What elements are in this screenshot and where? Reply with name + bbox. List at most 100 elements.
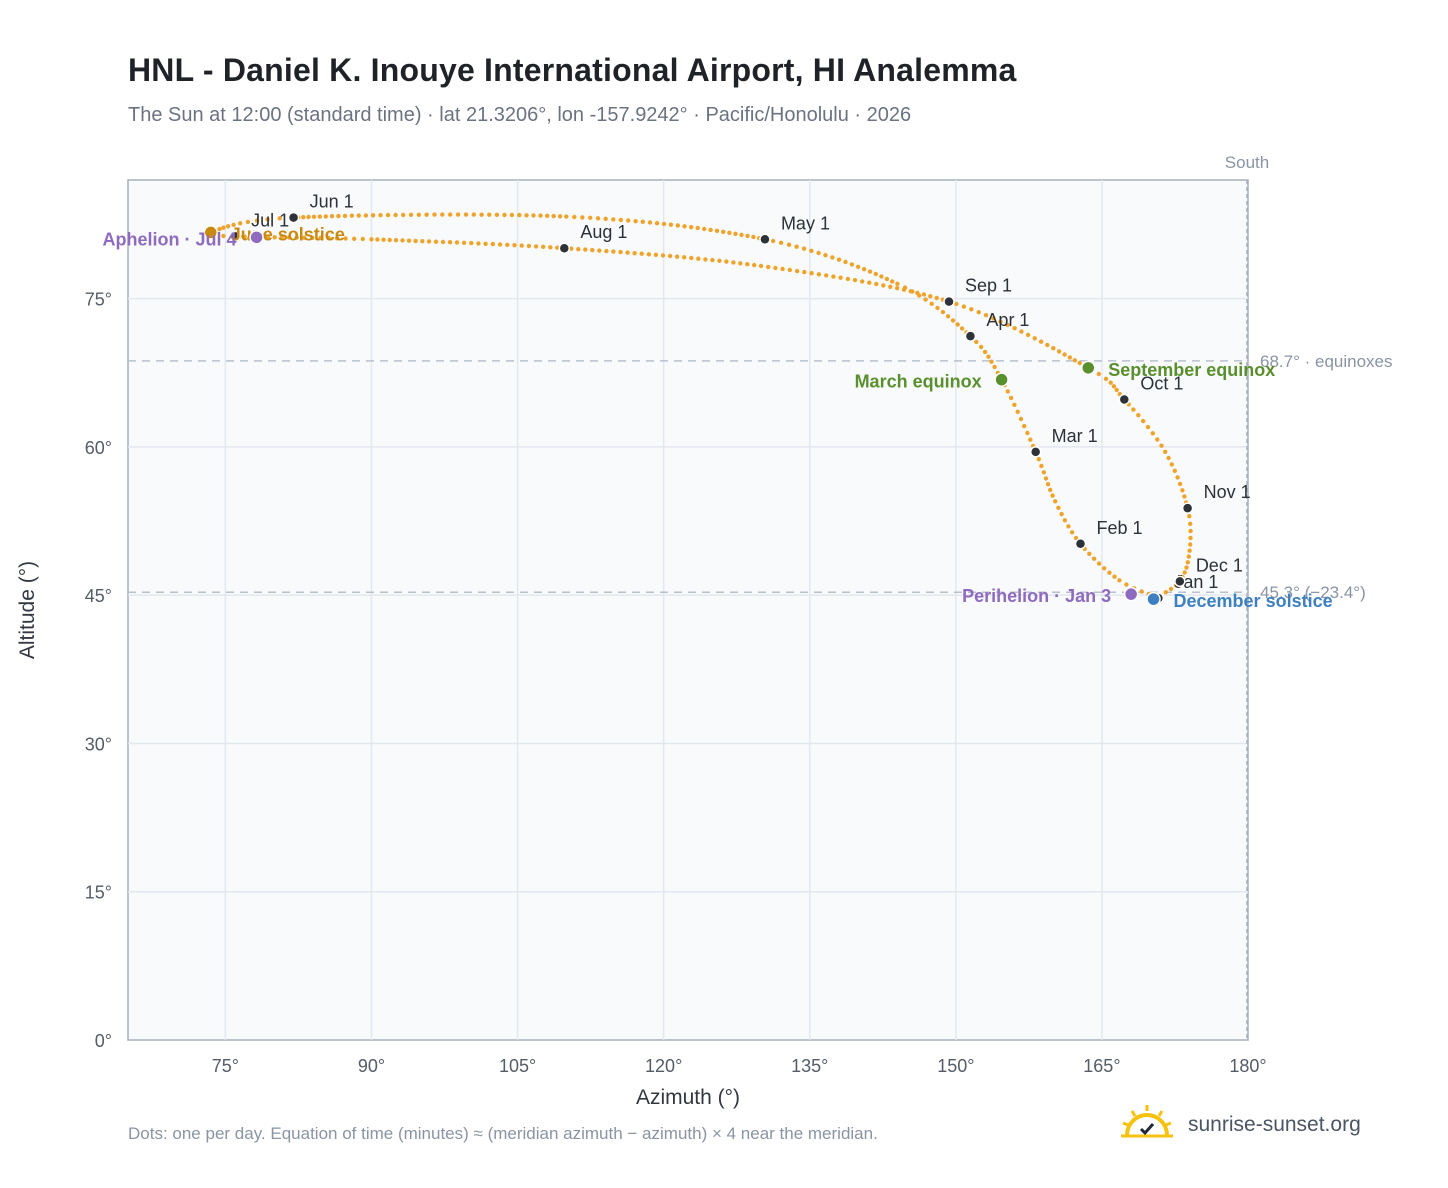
analemma-dot (611, 249, 616, 254)
analemma-dot (1036, 457, 1042, 462)
analemma-dot (254, 218, 260, 223)
analemma-dot (618, 217, 623, 223)
analemma-dot (1188, 535, 1193, 541)
analemma-dot (674, 254, 680, 259)
analemma-dot (342, 213, 348, 219)
chart-subtitle: The Sun at 12:00 (standard time) · lat 2… (128, 104, 912, 126)
analemma-dot (787, 267, 792, 273)
month-marker-dot (558, 242, 571, 254)
analemma-dot (1180, 488, 1185, 493)
month-marker-label: Nov 1 (1204, 482, 1251, 502)
analemma-dot (277, 216, 282, 221)
analemma-dot (505, 242, 510, 247)
x-tick-label: 135° (791, 1056, 828, 1076)
analemma-dot (531, 213, 536, 218)
analemma-dot (448, 212, 453, 217)
analemma-dot (533, 244, 539, 249)
analemma-dot (908, 289, 913, 294)
x-axis-title: Azimuth (°) (636, 1086, 740, 1109)
analemma-dot (786, 242, 792, 247)
analemma-dot (901, 287, 907, 292)
analemma-dot (597, 248, 602, 253)
analemma-dot (675, 223, 680, 228)
analemma-dot (432, 212, 437, 217)
event-marker-label: June solstice (231, 224, 345, 244)
analemma-dot (1112, 574, 1117, 579)
analemma-dot (653, 252, 659, 257)
month-marker-dot (1174, 575, 1186, 588)
analemma-dot (265, 235, 271, 240)
y-tick-label: 30° (85, 734, 112, 754)
analemma-dot (1175, 475, 1180, 480)
analemma-dot (317, 214, 322, 219)
month-marker-label: Apr 1 (986, 310, 1029, 330)
analemma-dot (961, 304, 967, 309)
analemma-dot (879, 274, 884, 279)
month-marker-label: Dec 1 (1196, 555, 1243, 575)
month-marker-label: Feb 1 (1096, 518, 1142, 538)
analemma-dot (1111, 384, 1117, 389)
x-tick-label: 105° (499, 1056, 536, 1076)
analemma-dot (555, 245, 560, 250)
brand-logo[interactable]: sunrise-sunset.org (1120, 1100, 1361, 1150)
analemma-dot (982, 349, 988, 355)
event-marker-dot (994, 372, 1009, 387)
analemma-dot (976, 310, 981, 315)
axis-ticks: 75° 90° 105° 120° 135° 150° 165° 180° 0° 15° 30° 45… (85, 290, 1267, 1076)
analemma-dot (487, 212, 492, 217)
analemma-dot (326, 235, 331, 241)
analemma-dot (519, 243, 524, 248)
analemma-dot (751, 234, 756, 240)
analemma-dot (923, 297, 928, 302)
month-markers: Jan 1 Feb 1 Mar 1 Apr 1 May 1 Jun 1 Jul 1 Aug 1… (229, 192, 1251, 604)
analemma-dot (225, 224, 231, 229)
analemma-dot (633, 219, 638, 224)
analemma-dot (461, 240, 467, 245)
event-marker-dot (1081, 360, 1096, 376)
analemma-dot (588, 215, 593, 220)
analemma-dot (888, 284, 893, 289)
analemma-dot (682, 224, 687, 229)
analemma-dot (1184, 565, 1189, 570)
analemma-dot (469, 240, 474, 246)
analemma-dot (595, 216, 601, 221)
analemma-dot (640, 219, 645, 224)
analemma-dot (541, 244, 546, 249)
analemma-dot (517, 212, 522, 218)
sun-logo-icon (1120, 1103, 1174, 1148)
analemma-curve (204, 212, 1193, 604)
month-marker-label: Jun 1 (310, 192, 354, 212)
event-marker-dot (249, 230, 264, 245)
analemma-dot (816, 272, 822, 277)
analemma-dot (1188, 542, 1193, 547)
analemma-dot (708, 227, 713, 233)
analemma-dot (1103, 376, 1109, 381)
analemma-dot (1021, 423, 1027, 429)
analemma-dot (978, 344, 984, 350)
analemma-dot (794, 244, 799, 249)
analemma-dot (1185, 560, 1191, 565)
analemma-dot (745, 233, 750, 239)
analemma-dot (1077, 360, 1082, 366)
analemma-dot (1038, 339, 1044, 344)
analemma-dot (494, 212, 500, 217)
analemma-dot (661, 221, 667, 227)
analemma-dot (538, 213, 543, 218)
analemma-dot (400, 238, 405, 243)
analemma-dot (632, 251, 637, 256)
analemma-dot (992, 364, 997, 370)
analemma-dot (852, 277, 858, 283)
analemma-dot (363, 213, 369, 218)
analemma-dot (983, 313, 989, 318)
analemma-dot (921, 292, 927, 297)
analemma-dot (416, 212, 421, 217)
analemma-dot (1053, 499, 1058, 504)
month-marker-label: Jan 1 (1174, 572, 1218, 592)
y-tick-label: 45° (85, 586, 112, 606)
analemma-dot (1102, 566, 1107, 571)
analemma-dot (1005, 322, 1010, 328)
month-marker-label: Aug 1 (580, 222, 627, 242)
analemma-dot (945, 314, 951, 319)
month-marker-label: Jul 1 (251, 210, 289, 230)
analemma-dot (512, 243, 517, 248)
